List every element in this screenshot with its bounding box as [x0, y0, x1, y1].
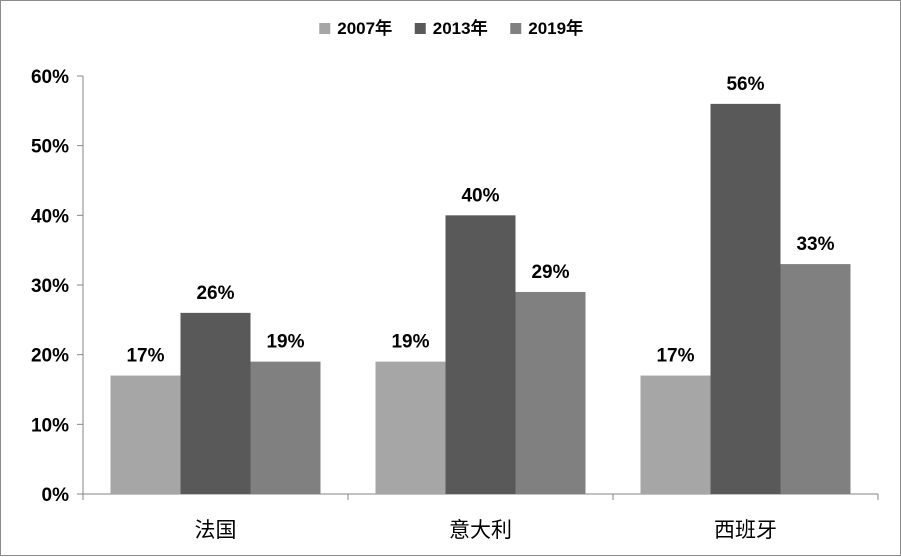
- bar: [515, 291, 586, 494]
- data-label: 19%: [266, 332, 304, 353]
- legend-swatch: [414, 23, 426, 34]
- x-category-label: 法国: [195, 518, 237, 542]
- y-tick-label: 40%: [31, 206, 69, 227]
- y-tick-label: 0%: [42, 485, 70, 506]
- x-category-label: 意大利: [449, 518, 512, 542]
- bar: [640, 375, 711, 494]
- y-tick-label: 30%: [31, 276, 69, 297]
- data-label: 26%: [196, 283, 234, 304]
- data-label: 40%: [461, 185, 499, 206]
- data-label: 29%: [531, 262, 569, 283]
- legend-label: 2007年: [337, 18, 392, 38]
- data-label: 19%: [391, 332, 429, 353]
- bar: [445, 215, 516, 495]
- legend-swatch: [510, 23, 522, 34]
- legend-swatch: [319, 23, 331, 34]
- data-label: 17%: [656, 346, 694, 367]
- y-tick-label: 50%: [31, 137, 69, 158]
- y-tick-label: 60%: [31, 67, 69, 88]
- data-label: 17%: [126, 346, 164, 367]
- legend-label: 2013年: [433, 18, 488, 38]
- legend-label: 2019年: [528, 18, 583, 38]
- bar: [110, 375, 181, 494]
- data-label: 33%: [796, 234, 834, 255]
- data-label: 56%: [726, 74, 764, 95]
- bar: [375, 361, 446, 494]
- y-tick-label: 10%: [31, 415, 69, 436]
- bar: [180, 312, 251, 494]
- y-tick-label: 20%: [31, 346, 69, 367]
- x-category-label: 西班牙: [714, 518, 777, 542]
- bar: [780, 264, 851, 494]
- bar: [710, 103, 781, 494]
- bar: [250, 361, 321, 494]
